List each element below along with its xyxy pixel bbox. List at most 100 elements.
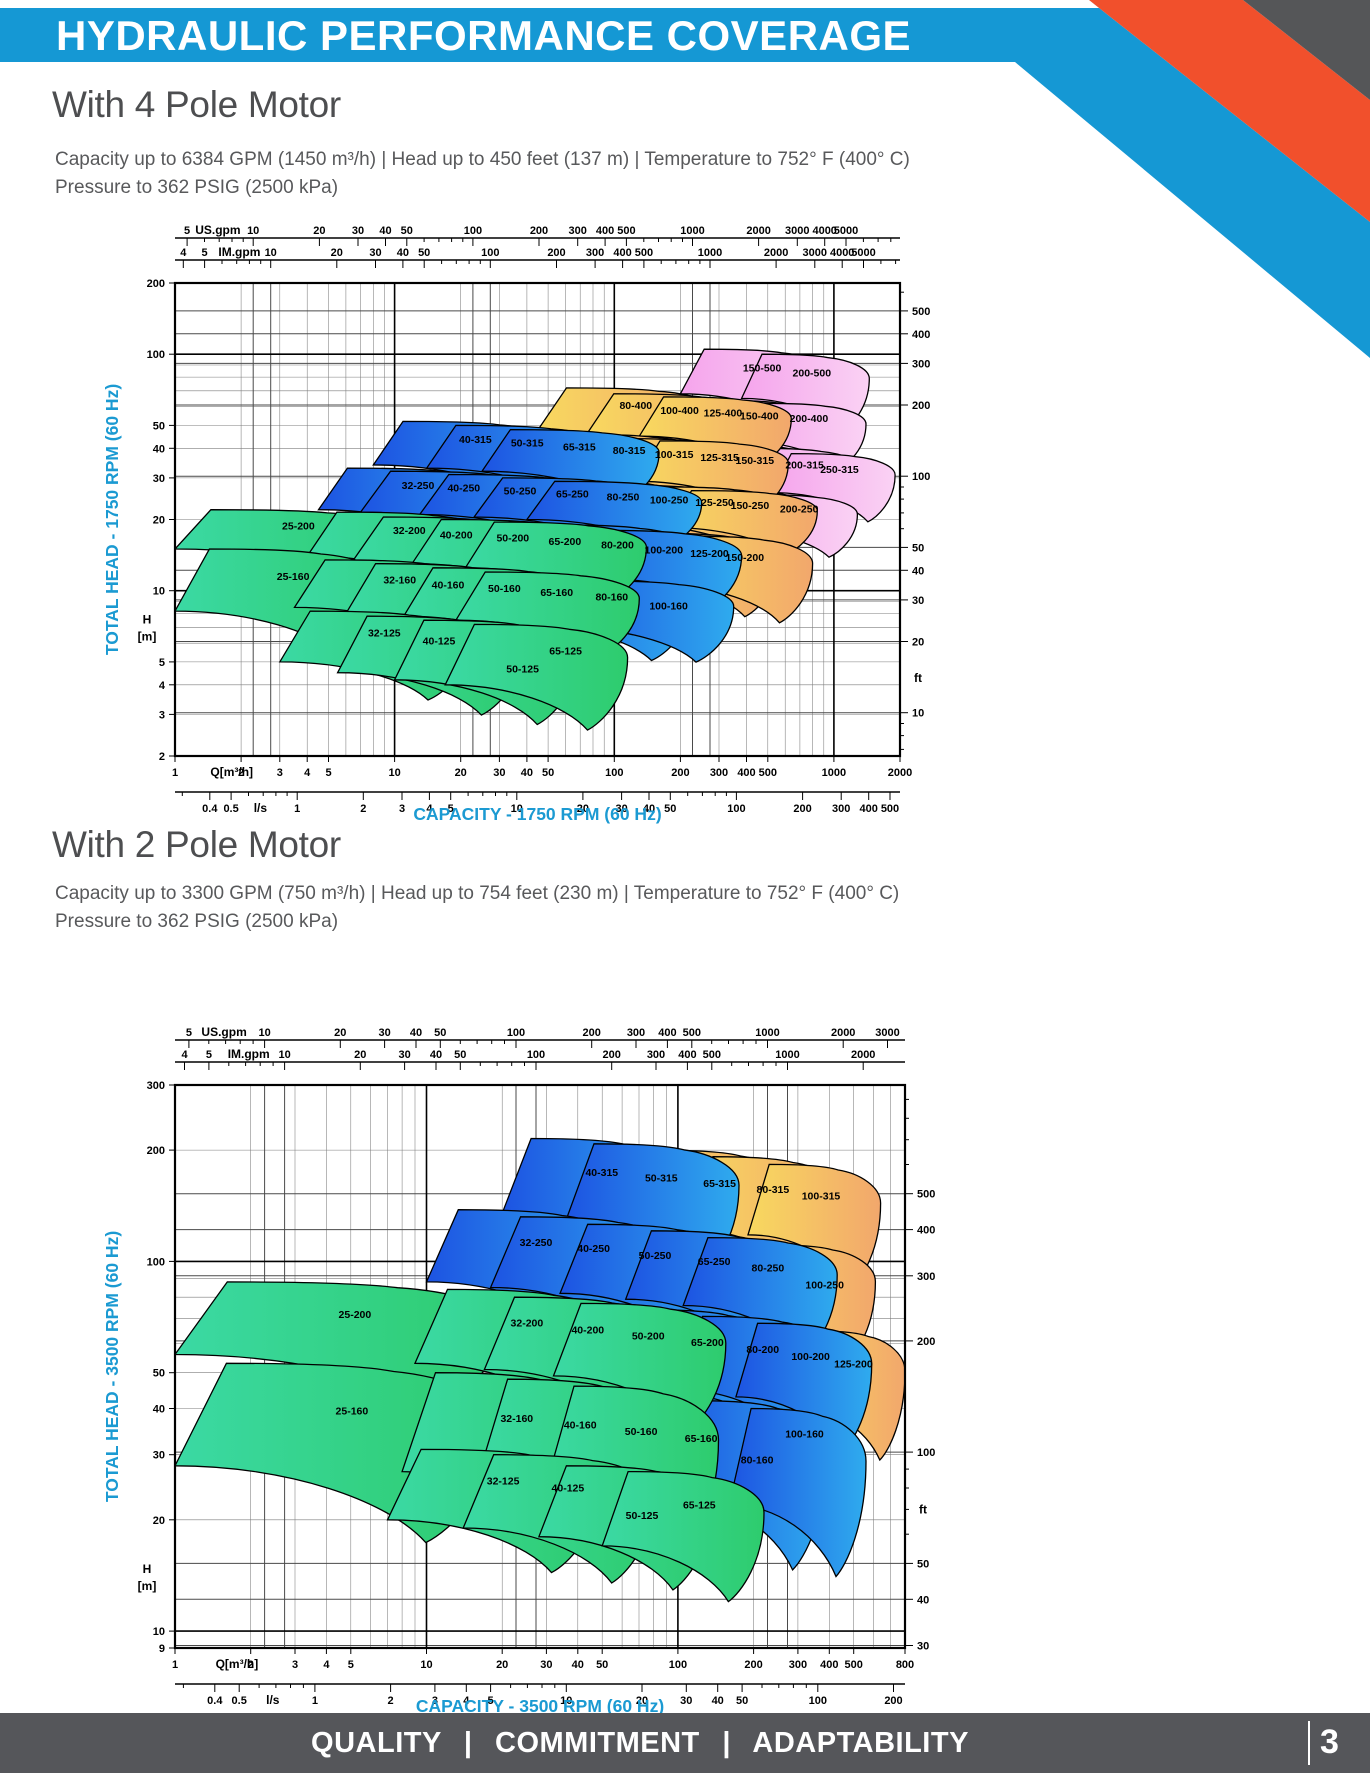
svg-text:20: 20: [153, 1515, 165, 1527]
svg-text:400: 400: [658, 1027, 676, 1039]
svg-text:20: 20: [912, 637, 924, 649]
svg-text:1: 1: [312, 1695, 318, 1707]
svg-text:300: 300: [917, 1271, 935, 1283]
svg-text:10: 10: [388, 767, 400, 779]
svg-text:50: 50: [418, 247, 430, 259]
svg-text:IM.gpm: IM.gpm: [218, 245, 260, 259]
svg-text:20: 20: [153, 515, 165, 527]
envelope-65-250: [472, 477, 654, 548]
svg-text:500: 500: [845, 1659, 863, 1671]
envelope-label: 80-160: [741, 1455, 774, 1467]
axis-USgpm: 5 10 20 30 40 50 100 200 300 400 500 1000 2000 3000 US…: [175, 1025, 905, 1048]
svg-text:400: 400: [917, 1225, 935, 1237]
axis-head-ft: 10 20 30 40 50 100 200 300 400 500 ft: [900, 291, 930, 750]
envelope-50-200: [552, 1302, 727, 1432]
envelope-label: 40-250: [447, 483, 480, 495]
envelope-label: 100-250: [650, 495, 689, 507]
specs-2pole: Capacity up to 3300 GPM (750 m³/h) | Hea…: [55, 880, 899, 936]
envelope-32-160: [401, 1372, 612, 1547]
svg-text:Q[m³/h]: Q[m³/h]: [216, 1657, 259, 1671]
svg-text:400: 400: [737, 767, 755, 779]
envelope-label: 65-315: [563, 441, 596, 453]
envelope-40-125: [336, 615, 523, 716]
envelope-65-160: [611, 1392, 775, 1565]
section-heading-4pole: With 4 Pole Motor: [52, 84, 341, 125]
envelope-label: 250-315: [820, 464, 859, 476]
axis-IMgpm: 4 5 10 20 30 40 50 100 200 300 400 500 1000 2000 IM.gp…: [175, 1047, 905, 1070]
envelope-label: 125-315: [700, 452, 739, 464]
svg-text:20: 20: [455, 767, 467, 779]
svg-text:200: 200: [603, 1049, 621, 1061]
svg-text:20: 20: [313, 225, 325, 237]
svg-text:30: 30: [912, 595, 924, 607]
specs-2pole-line1: Capacity up to 3300 GPM (750 m³/h) | Hea…: [55, 883, 900, 904]
svg-text:30: 30: [917, 1641, 929, 1653]
envelope-label: 40-125: [423, 636, 456, 648]
envelope-32-160: [293, 559, 487, 644]
svg-text:40: 40: [917, 1594, 929, 1606]
envelope-label: 150-250: [731, 500, 770, 512]
svg-text:3: 3: [292, 1659, 298, 1671]
svg-text:200: 200: [583, 1027, 601, 1039]
envelope-100-160: [561, 580, 735, 663]
svg-text:30: 30: [680, 1695, 692, 1707]
envelope-label: 200-250: [780, 503, 819, 515]
svg-text:10: 10: [258, 1027, 270, 1039]
svg-text:40: 40: [643, 803, 655, 815]
svg-text:20: 20: [354, 1049, 366, 1061]
svg-text:4: 4: [323, 1659, 330, 1671]
envelope-label: 80-160: [595, 591, 628, 603]
envelope-label: 50-200: [496, 533, 529, 545]
svg-text:ft: ft: [914, 671, 922, 685]
envelope-label: 65-125: [549, 646, 582, 658]
envelope-100-315: [578, 437, 752, 509]
svg-text:100: 100: [464, 225, 482, 237]
envelope-65-250: [624, 1230, 788, 1352]
svg-text:1000: 1000: [822, 767, 846, 779]
envelope-150-500: [679, 348, 830, 429]
envelope-80-160: [671, 1400, 828, 1572]
svg-text:40: 40: [397, 247, 409, 259]
svg-text:1: 1: [172, 767, 178, 779]
svg-text:500: 500: [759, 767, 777, 779]
svg-text:9: 9: [159, 1643, 165, 1655]
svg-text:1000: 1000: [755, 1027, 779, 1039]
svg-text:l/s: l/s: [254, 801, 268, 815]
svg-text:30: 30: [369, 247, 381, 259]
svg-text:l/s: l/s: [266, 1693, 280, 1707]
svg-text:40: 40: [912, 565, 924, 577]
axis-m3h: 1 2 3 4 5 10 20 30 40 50 100 200 300 400 500 800 Q[m³/h]: [172, 1648, 914, 1671]
envelope-label: 40-125: [552, 1482, 585, 1494]
pump-envelopes: 65-315 80-315 100-315 100-250 125-200 40-315 5…: [175, 1137, 905, 1603]
svg-text:100: 100: [147, 349, 165, 361]
envelope-100-250: [741, 1243, 877, 1364]
grid: [174, 1084, 906, 1649]
envelope-label: 125-200: [834, 1359, 873, 1371]
svg-text:10: 10: [560, 1695, 572, 1707]
svg-text:500: 500: [703, 1049, 721, 1061]
svg-text:500: 500: [917, 1189, 935, 1201]
envelope-label: 100-200: [645, 544, 684, 556]
envelope-25-200: [175, 1281, 503, 1410]
envelope-label: 65-160: [540, 587, 573, 599]
specs-4pole: Capacity up to 6384 GPM (1450 m³/h) | He…: [55, 146, 910, 202]
svg-text:100: 100: [669, 1659, 687, 1671]
envelope-label: 80-315: [757, 1184, 790, 1196]
svg-text:2: 2: [360, 803, 366, 815]
envelope-65-125: [444, 623, 629, 731]
svg-text:50: 50: [912, 542, 924, 554]
svg-text:400: 400: [596, 225, 614, 237]
envelope-65-200: [617, 1309, 781, 1439]
envelope-label: 80-315: [613, 445, 646, 457]
envelope-80-315: [687, 1156, 843, 1286]
envelope-100-200: [567, 529, 743, 612]
svg-text:3: 3: [432, 1695, 438, 1707]
axis-ls: 0.4 0.5 1 2 3 4 5 10 20 30 40 50 100 200 l/s: [175, 1683, 905, 1707]
axis-head-ft: 30 40 50 100 200 300 400 500 ft: [905, 1098, 935, 1653]
svg-text:300: 300: [647, 1049, 665, 1061]
svg-text:IM.gpm: IM.gpm: [228, 1047, 270, 1061]
envelope-32-125: [278, 610, 471, 701]
svg-text:4: 4: [463, 1695, 470, 1707]
svg-text:800: 800: [896, 1659, 914, 1671]
envelope-50-125: [537, 1465, 712, 1591]
